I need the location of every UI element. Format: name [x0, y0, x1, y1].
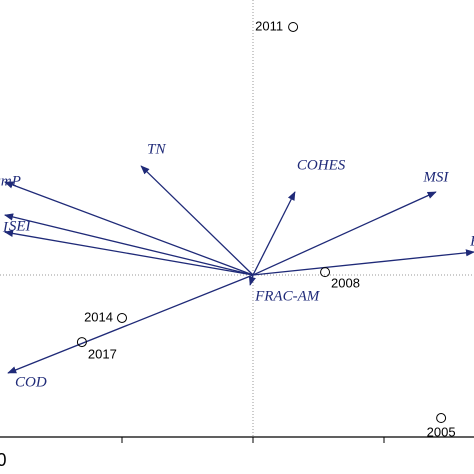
arrow-label: I — [2, 219, 9, 235]
sample-point — [436, 413, 447, 424]
loading-arrow — [252, 191, 296, 276]
arrow-label: MSI — [422, 169, 449, 185]
point-label: 2017 — [88, 347, 117, 362]
loading-arrow — [252, 191, 437, 276]
arrow-label: COD — [15, 374, 47, 390]
arrow-label: SEI — [9, 218, 32, 234]
sample-point — [117, 312, 127, 323]
loading-arrow — [140, 165, 254, 276]
loading-arrow — [3, 229, 254, 276]
sample-point — [288, 21, 299, 32]
sample-point — [76, 337, 87, 348]
loading-arrow — [248, 274, 256, 286]
arrow-label: F — [469, 233, 474, 249]
x-tick-label: -1.0 — [0, 450, 7, 470]
point-label: 2005 — [427, 424, 456, 439]
arrow-label: FRAC-AM — [254, 288, 321, 304]
sample-point — [320, 267, 331, 278]
arrow-label: umP — [0, 173, 21, 189]
point-label: 2008 — [331, 276, 360, 291]
loading-arrow — [7, 274, 254, 374]
loading-arrow — [4, 213, 254, 276]
arrow-label: COHES — [297, 157, 346, 173]
point-label: 2014 — [84, 309, 113, 324]
point-label: 2011 — [255, 18, 283, 33]
arrow-label: TN — [147, 141, 166, 157]
loading-arrow — [4, 181, 254, 276]
loading-arrow — [252, 249, 474, 276]
